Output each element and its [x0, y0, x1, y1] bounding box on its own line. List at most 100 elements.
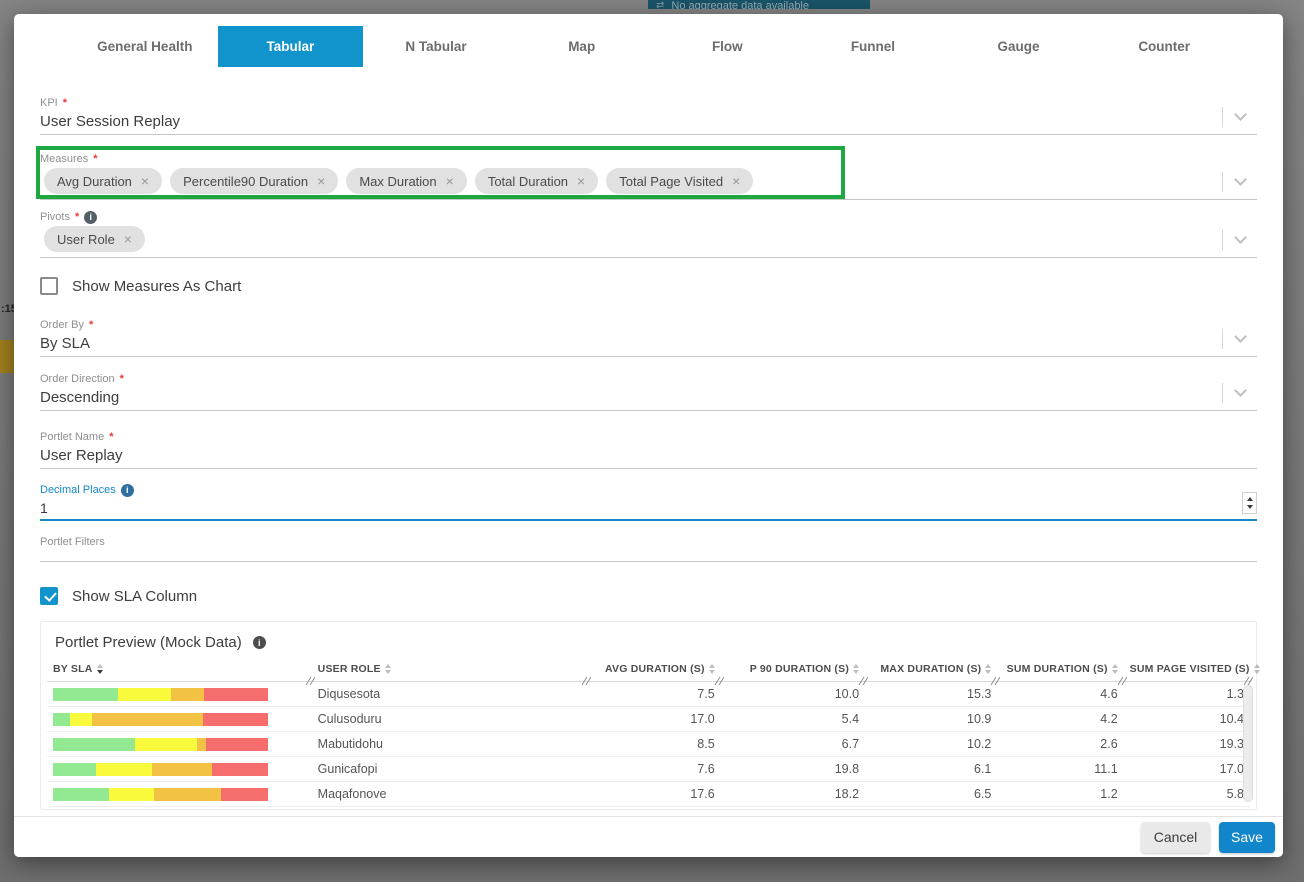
column-header[interactable]: SUM DURATION (S) [997, 660, 1127, 686]
kpi-dropdown-toggle[interactable] [1222, 107, 1257, 127]
value-cell: 6.7 [720, 731, 866, 757]
measures-dropdown-toggle[interactable] [1222, 172, 1257, 192]
measures-field: Measures * Avg Duration × Percentile90 Dura… [40, 152, 1257, 200]
chevron-down-icon[interactable] [1234, 384, 1247, 397]
chevron-down-icon[interactable] [1234, 173, 1247, 186]
column-header[interactable]: BY SLA [47, 660, 315, 686]
measure-chip[interactable]: Total Page Visited × [606, 168, 754, 194]
tab-tabular[interactable]: Tabular [217, 26, 364, 67]
tab-n-tabular[interactable]: N Tabular [405, 39, 467, 54]
remove-chip-icon[interactable]: × [123, 231, 132, 247]
remove-chip-icon[interactable]: × [732, 173, 741, 189]
number-stepper[interactable] [1242, 492, 1257, 514]
stepper-down-icon[interactable] [1246, 505, 1253, 509]
order-by-dropdown-toggle[interactable] [1222, 329, 1257, 349]
chip-label: Percentile90 Duration [183, 173, 309, 189]
chip-label: User Role [57, 231, 115, 247]
measure-chip[interactable]: Total Duration × [474, 168, 599, 194]
order-by-field: Order By * By SLA [40, 318, 1257, 357]
column-label: SUM DURATION (S) [1006, 663, 1108, 675]
user-role-cell: Gunicafopi [311, 756, 589, 782]
measures-chip-list: Avg Duration × Percentile90 Duration × Max D… [40, 166, 1257, 199]
column-header[interactable]: P 90 DURATION (S) [720, 660, 869, 686]
sort-icon[interactable] [1111, 664, 1118, 674]
order-by-label-text: Order By [40, 319, 85, 331]
sort-icon[interactable] [985, 664, 992, 674]
kpi-select-value[interactable]: User Session Replay [40, 113, 181, 130]
column-header[interactable]: USER ROLE [311, 660, 592, 686]
remove-chip-icon[interactable]: × [140, 173, 150, 189]
table-scrollbar-thumb[interactable] [1243, 685, 1253, 802]
tab-gauge[interactable]: Gauge [997, 39, 1040, 54]
column-header[interactable]: AVG DURATION (S) [588, 660, 724, 686]
divider [1222, 383, 1223, 403]
sort-icon[interactable] [96, 664, 103, 674]
order-direction-dropdown-toggle[interactable] [1222, 383, 1257, 403]
sort-icon[interactable] [1253, 664, 1260, 674]
show-measures-as-chart-checkbox[interactable] [40, 277, 58, 295]
info-icon[interactable]: i [252, 636, 266, 649]
remove-chip-icon[interactable]: × [577, 173, 586, 189]
required-asterisk: * [62, 97, 68, 109]
sort-icon[interactable] [708, 664, 715, 674]
value-cell: 6.1 [865, 756, 998, 782]
user-role-cell: Diqusesota [311, 681, 589, 707]
show-measures-as-chart-row[interactable]: Show Measures As Chart [40, 276, 1257, 296]
order-by-select-value[interactable]: By SLA [40, 335, 91, 352]
value-cell: 4.6 [997, 681, 1124, 707]
remove-chip-icon[interactable]: × [445, 173, 454, 189]
measures-label: Measures * [40, 152, 1257, 166]
order-direction-select-value[interactable]: Descending [40, 389, 120, 406]
sort-icon[interactable] [384, 664, 391, 674]
portlet-filters-field: Portlet Filters [40, 535, 1257, 562]
portlet-filters-input[interactable] [40, 549, 1257, 561]
chevron-down-icon[interactable] [1234, 330, 1247, 343]
value-cell: 1.2 [997, 781, 1124, 807]
column-resize-handle[interactable] [1243, 676, 1253, 686]
tab-funnel[interactable]: Funnel [850, 39, 896, 54]
pivot-chip[interactable]: User Role × [44, 226, 145, 252]
required-asterisk: * [109, 431, 114, 443]
modal-content: KPI * User Session Replay Measures * Avg D… [14, 96, 1283, 810]
tab-map[interactable]: Map [568, 39, 596, 54]
chevron-down-icon[interactable] [1234, 231, 1247, 244]
tab-counter[interactable]: Counter [1138, 39, 1191, 54]
decimal-places-field: Decimal Places i 1 [40, 483, 1257, 521]
decimal-places-input[interactable]: 1 [40, 500, 48, 516]
tab-general-health[interactable]: General Health [97, 39, 193, 54]
sla-bar [53, 712, 268, 726]
save-button[interactable]: Save [1219, 821, 1275, 853]
divider [1222, 107, 1223, 127]
user-role-cell: Maqafonove [311, 781, 589, 807]
value-cell: 19.8 [720, 756, 866, 782]
portlet-filters-label-text: Portlet Filters [40, 536, 105, 548]
portlet-name-input[interactable]: User Replay [40, 447, 123, 464]
sla-bar [53, 687, 268, 701]
column-label: P 90 DURATION (S) [749, 663, 850, 675]
stepper-up-icon[interactable] [1246, 497, 1253, 501]
column-header[interactable]: MAX DURATION (S) [865, 660, 1001, 686]
order-direction-label-text: Order Direction [40, 373, 115, 385]
value-cell: 15.3 [865, 681, 998, 707]
show-sla-column-row[interactable]: Show SLA Column [40, 586, 1257, 606]
chip-label: Total Page Visited [619, 173, 724, 189]
sort-icon[interactable] [853, 664, 860, 674]
column-label: USER ROLE [317, 663, 381, 675]
portlet-name-field: Portlet Name * User Replay [40, 430, 1257, 469]
show-sla-column-label: Show SLA Column [72, 587, 198, 605]
measure-chip[interactable]: Avg Duration × [44, 168, 163, 194]
chevron-down-icon[interactable] [1234, 108, 1247, 121]
column-header[interactable]: SUM PAGE VISITED (S) [1123, 660, 1260, 686]
measure-chip[interactable]: Max Duration × [346, 168, 467, 194]
column-label: SUM PAGE VISITED (S) [1129, 663, 1250, 675]
info-icon[interactable]: i [120, 483, 134, 497]
pivots-dropdown-toggle[interactable] [1222, 230, 1257, 250]
measure-chip[interactable]: Percentile90 Duration × [170, 168, 339, 194]
info-icon[interactable]: i [84, 210, 98, 224]
tab-flow[interactable]: Flow [711, 39, 743, 54]
cancel-button[interactable]: Cancel [1141, 821, 1210, 853]
value-cell: 10.2 [865, 731, 998, 757]
decimal-places-label-text: Decimal Places [40, 484, 116, 496]
remove-chip-icon[interactable]: × [317, 173, 326, 189]
show-sla-column-checkbox[interactable] [40, 587, 58, 605]
